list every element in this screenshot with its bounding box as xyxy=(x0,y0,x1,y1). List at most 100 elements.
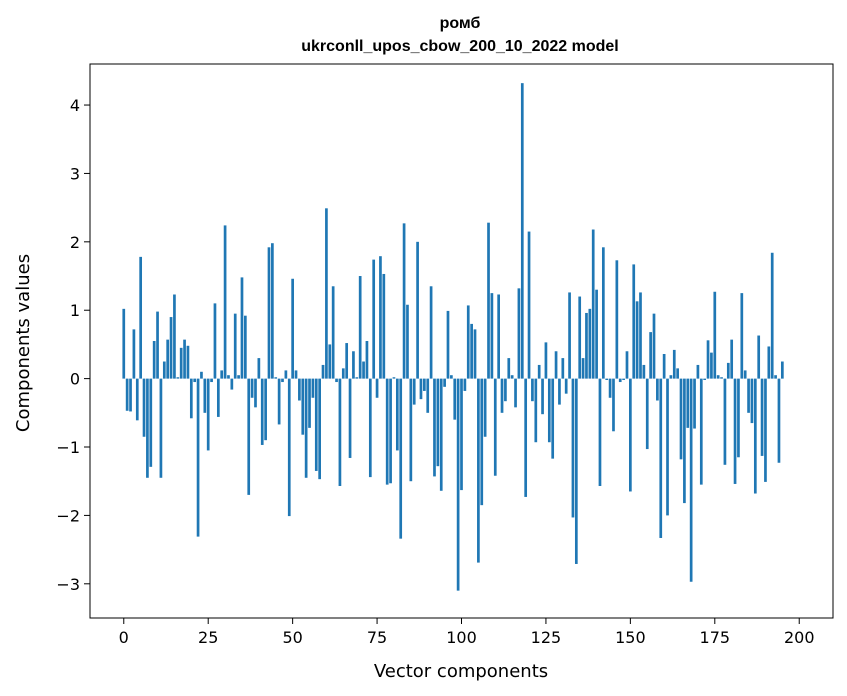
bar xyxy=(652,313,656,379)
bar xyxy=(706,340,710,379)
bar xyxy=(260,378,264,445)
bar xyxy=(429,286,433,379)
bar xyxy=(129,378,132,412)
bar xyxy=(662,354,666,379)
bar xyxy=(453,378,457,420)
bar xyxy=(423,378,426,391)
bar xyxy=(629,378,632,492)
bar xyxy=(341,368,345,379)
bar xyxy=(314,378,318,471)
bar xyxy=(669,375,673,379)
bar xyxy=(554,351,558,379)
bar xyxy=(450,375,453,379)
bar xyxy=(608,378,612,398)
bar xyxy=(753,378,757,494)
bar xyxy=(159,378,163,478)
bar xyxy=(500,378,504,413)
bar xyxy=(183,339,186,379)
bar xyxy=(490,293,494,379)
y-tick-label: 1 xyxy=(70,301,80,320)
bar xyxy=(683,378,686,504)
bar xyxy=(473,329,477,379)
bar xyxy=(574,378,578,564)
bar xyxy=(308,378,311,428)
bar xyxy=(247,378,251,495)
x-tick-label: 75 xyxy=(367,628,387,647)
bar xyxy=(149,378,153,467)
bar xyxy=(656,378,659,401)
bar xyxy=(125,378,129,411)
bar xyxy=(230,378,234,390)
bar xyxy=(686,378,690,428)
x-tick-label: 125 xyxy=(531,628,562,647)
bar xyxy=(517,288,521,379)
x-tick-label: 100 xyxy=(446,628,477,647)
bar xyxy=(625,351,629,379)
bar xyxy=(730,339,734,379)
bar xyxy=(210,378,213,383)
bar xyxy=(200,371,203,379)
bar xyxy=(298,378,301,401)
bar xyxy=(716,375,720,379)
bar xyxy=(301,378,305,435)
bar xyxy=(436,378,440,467)
bar xyxy=(639,292,642,379)
bar xyxy=(615,260,619,379)
bar xyxy=(740,293,744,379)
bar xyxy=(568,292,571,379)
bar xyxy=(264,378,267,441)
bar xyxy=(379,256,382,379)
bar xyxy=(318,378,321,480)
bar xyxy=(139,256,143,379)
bar xyxy=(267,247,271,379)
bar xyxy=(385,378,389,485)
bar xyxy=(645,378,649,450)
bar xyxy=(156,311,159,379)
y-tick-label: −2 xyxy=(56,506,80,525)
bar xyxy=(564,378,568,394)
bar xyxy=(649,332,652,379)
bar xyxy=(710,352,713,379)
bar xyxy=(547,378,551,443)
bar xyxy=(284,370,288,379)
bar xyxy=(477,378,480,563)
bar xyxy=(382,273,386,379)
bar xyxy=(389,378,392,484)
bar xyxy=(362,361,365,379)
bars-group xyxy=(122,83,784,591)
bar xyxy=(223,225,227,379)
bar xyxy=(196,378,200,537)
bar xyxy=(358,276,362,379)
bar xyxy=(456,378,460,591)
bar xyxy=(585,312,588,379)
bar xyxy=(764,378,767,482)
bar xyxy=(514,378,517,408)
bar xyxy=(699,378,703,485)
y-tick-label: 4 xyxy=(70,96,80,115)
bar xyxy=(392,377,396,379)
bar xyxy=(142,378,146,437)
bar xyxy=(274,377,278,379)
y-tick-label: 0 xyxy=(70,370,80,389)
bar xyxy=(487,222,490,379)
bar xyxy=(409,378,413,482)
bar xyxy=(504,378,507,402)
bar xyxy=(176,377,180,379)
bar xyxy=(544,342,548,379)
x-tick-label: 50 xyxy=(282,628,302,647)
bar xyxy=(203,378,207,413)
bar xyxy=(750,378,754,424)
bar xyxy=(122,308,126,379)
bar xyxy=(291,278,294,379)
bar xyxy=(277,378,281,425)
x-tick-label: 150 xyxy=(615,628,646,647)
bar xyxy=(527,231,531,379)
bar xyxy=(696,364,700,379)
bar xyxy=(406,304,409,379)
bar xyxy=(541,378,544,415)
bar xyxy=(186,345,190,379)
bar xyxy=(173,294,176,379)
bar xyxy=(321,364,325,379)
bar xyxy=(483,378,487,437)
